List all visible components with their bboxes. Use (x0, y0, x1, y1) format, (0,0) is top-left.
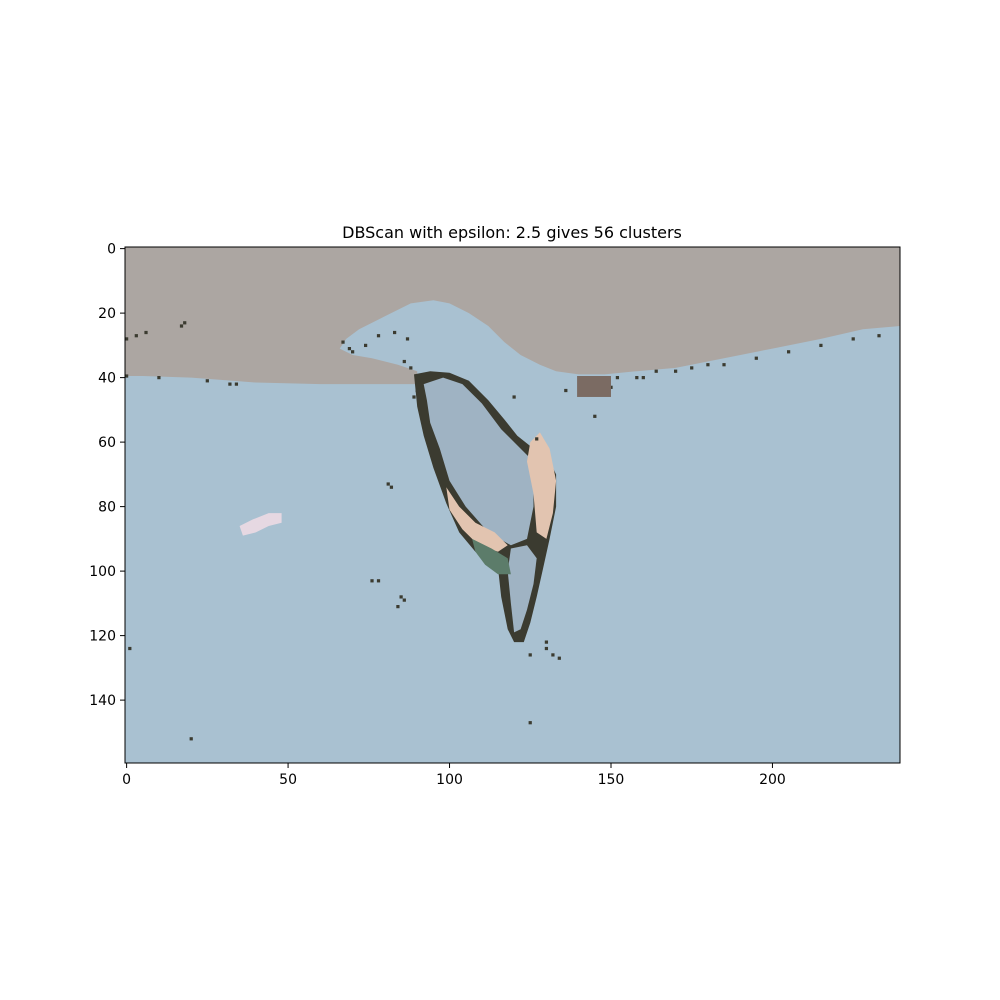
edge-pixel (134, 334, 138, 338)
edge-pixel (609, 385, 613, 389)
x-tick-label: 50 (279, 772, 297, 788)
edge-pixel (528, 721, 532, 725)
edge-pixel (544, 646, 549, 651)
brown-cluster (577, 376, 611, 397)
y-axis: 0 20 40 60 80 100 120 140 (89, 242, 125, 709)
edge-pixel (341, 340, 345, 344)
sand-west-region (446, 487, 508, 552)
edge-pixel (189, 737, 193, 741)
edge-pixels (125, 321, 881, 741)
edge-pixel (376, 334, 381, 338)
land-region (125, 247, 900, 385)
edge-pixel (205, 379, 209, 383)
edge-pixel (593, 414, 597, 418)
edge-pixel (376, 579, 381, 583)
plot-area (124, 246, 901, 764)
edge-pixel (393, 330, 397, 335)
edge-pixel (399, 595, 403, 599)
edge-pixel (557, 656, 561, 660)
edge-pixel (877, 334, 881, 338)
lake-south-region (507, 545, 537, 633)
edge-pixel (386, 482, 390, 486)
edge-pixel (370, 579, 374, 583)
edge-pixel (851, 337, 855, 341)
edge-pixel (635, 376, 639, 380)
edge-pixel (389, 485, 394, 489)
edge-pixel (415, 388, 419, 393)
edge-pixel (512, 395, 516, 399)
x-axis: 0 50 100 150 200 (122, 763, 786, 788)
edge-pixel (179, 324, 184, 328)
edge-pixel (535, 437, 539, 441)
edge-pixel (347, 347, 352, 351)
edge-pixel (787, 350, 791, 354)
edge-pixel (706, 363, 710, 367)
plot-frame (124, 246, 901, 764)
y-tick-label: 40 (98, 371, 116, 387)
y-tick-label: 60 (98, 435, 116, 451)
edge-pixel (754, 356, 758, 360)
edge-pixel (402, 598, 406, 602)
edge-pixel (409, 366, 413, 370)
x-tick-label: 0 (122, 772, 131, 788)
edge-pixel (396, 605, 400, 609)
x-tick-label: 150 (598, 772, 625, 788)
edge-pixel (641, 376, 645, 380)
edge-pixel (674, 369, 678, 373)
y-tick-label: 120 (89, 629, 116, 645)
edge-pixel (722, 363, 726, 367)
pink-blob-region (239, 513, 282, 536)
edge-pixel (544, 640, 549, 644)
edge-pixel (654, 369, 658, 373)
edge-pixel (157, 376, 161, 380)
edge-pixel (615, 376, 620, 380)
green-shore-region (472, 538, 511, 575)
sand-east-region (527, 432, 557, 539)
y-tick-label: 100 (89, 564, 116, 580)
edge-pixel (125, 337, 129, 341)
y-tick-label: 140 (89, 693, 116, 709)
x-tick-label: 200 (759, 772, 786, 788)
edge-pixel (125, 374, 129, 378)
y-tick-label: 20 (98, 306, 116, 322)
edge-pixel (144, 330, 148, 335)
x-tick-label: 100 (436, 772, 463, 788)
edge-pixel (128, 646, 132, 651)
edge-pixel (819, 343, 823, 348)
edge-pixel (351, 350, 355, 354)
edge-pixel (183, 321, 187, 325)
edge-pixel (228, 382, 232, 386)
edge-pixel (364, 343, 368, 348)
chart-title: DBScan with epsilon: 2.5 gives 56 cluste… (342, 223, 682, 242)
edge-pixel (690, 366, 694, 370)
edge-pixel (412, 395, 416, 399)
edge-pixel (234, 382, 239, 386)
y-tick-label: 80 (98, 500, 116, 516)
y-tick-label: 0 (107, 242, 116, 258)
edge-pixel (551, 653, 555, 657)
edge-pixel (528, 653, 532, 657)
lake-region (423, 377, 534, 546)
edge-pixel (402, 359, 406, 364)
edge-pixel (564, 388, 568, 393)
edge-pixel (405, 337, 410, 341)
